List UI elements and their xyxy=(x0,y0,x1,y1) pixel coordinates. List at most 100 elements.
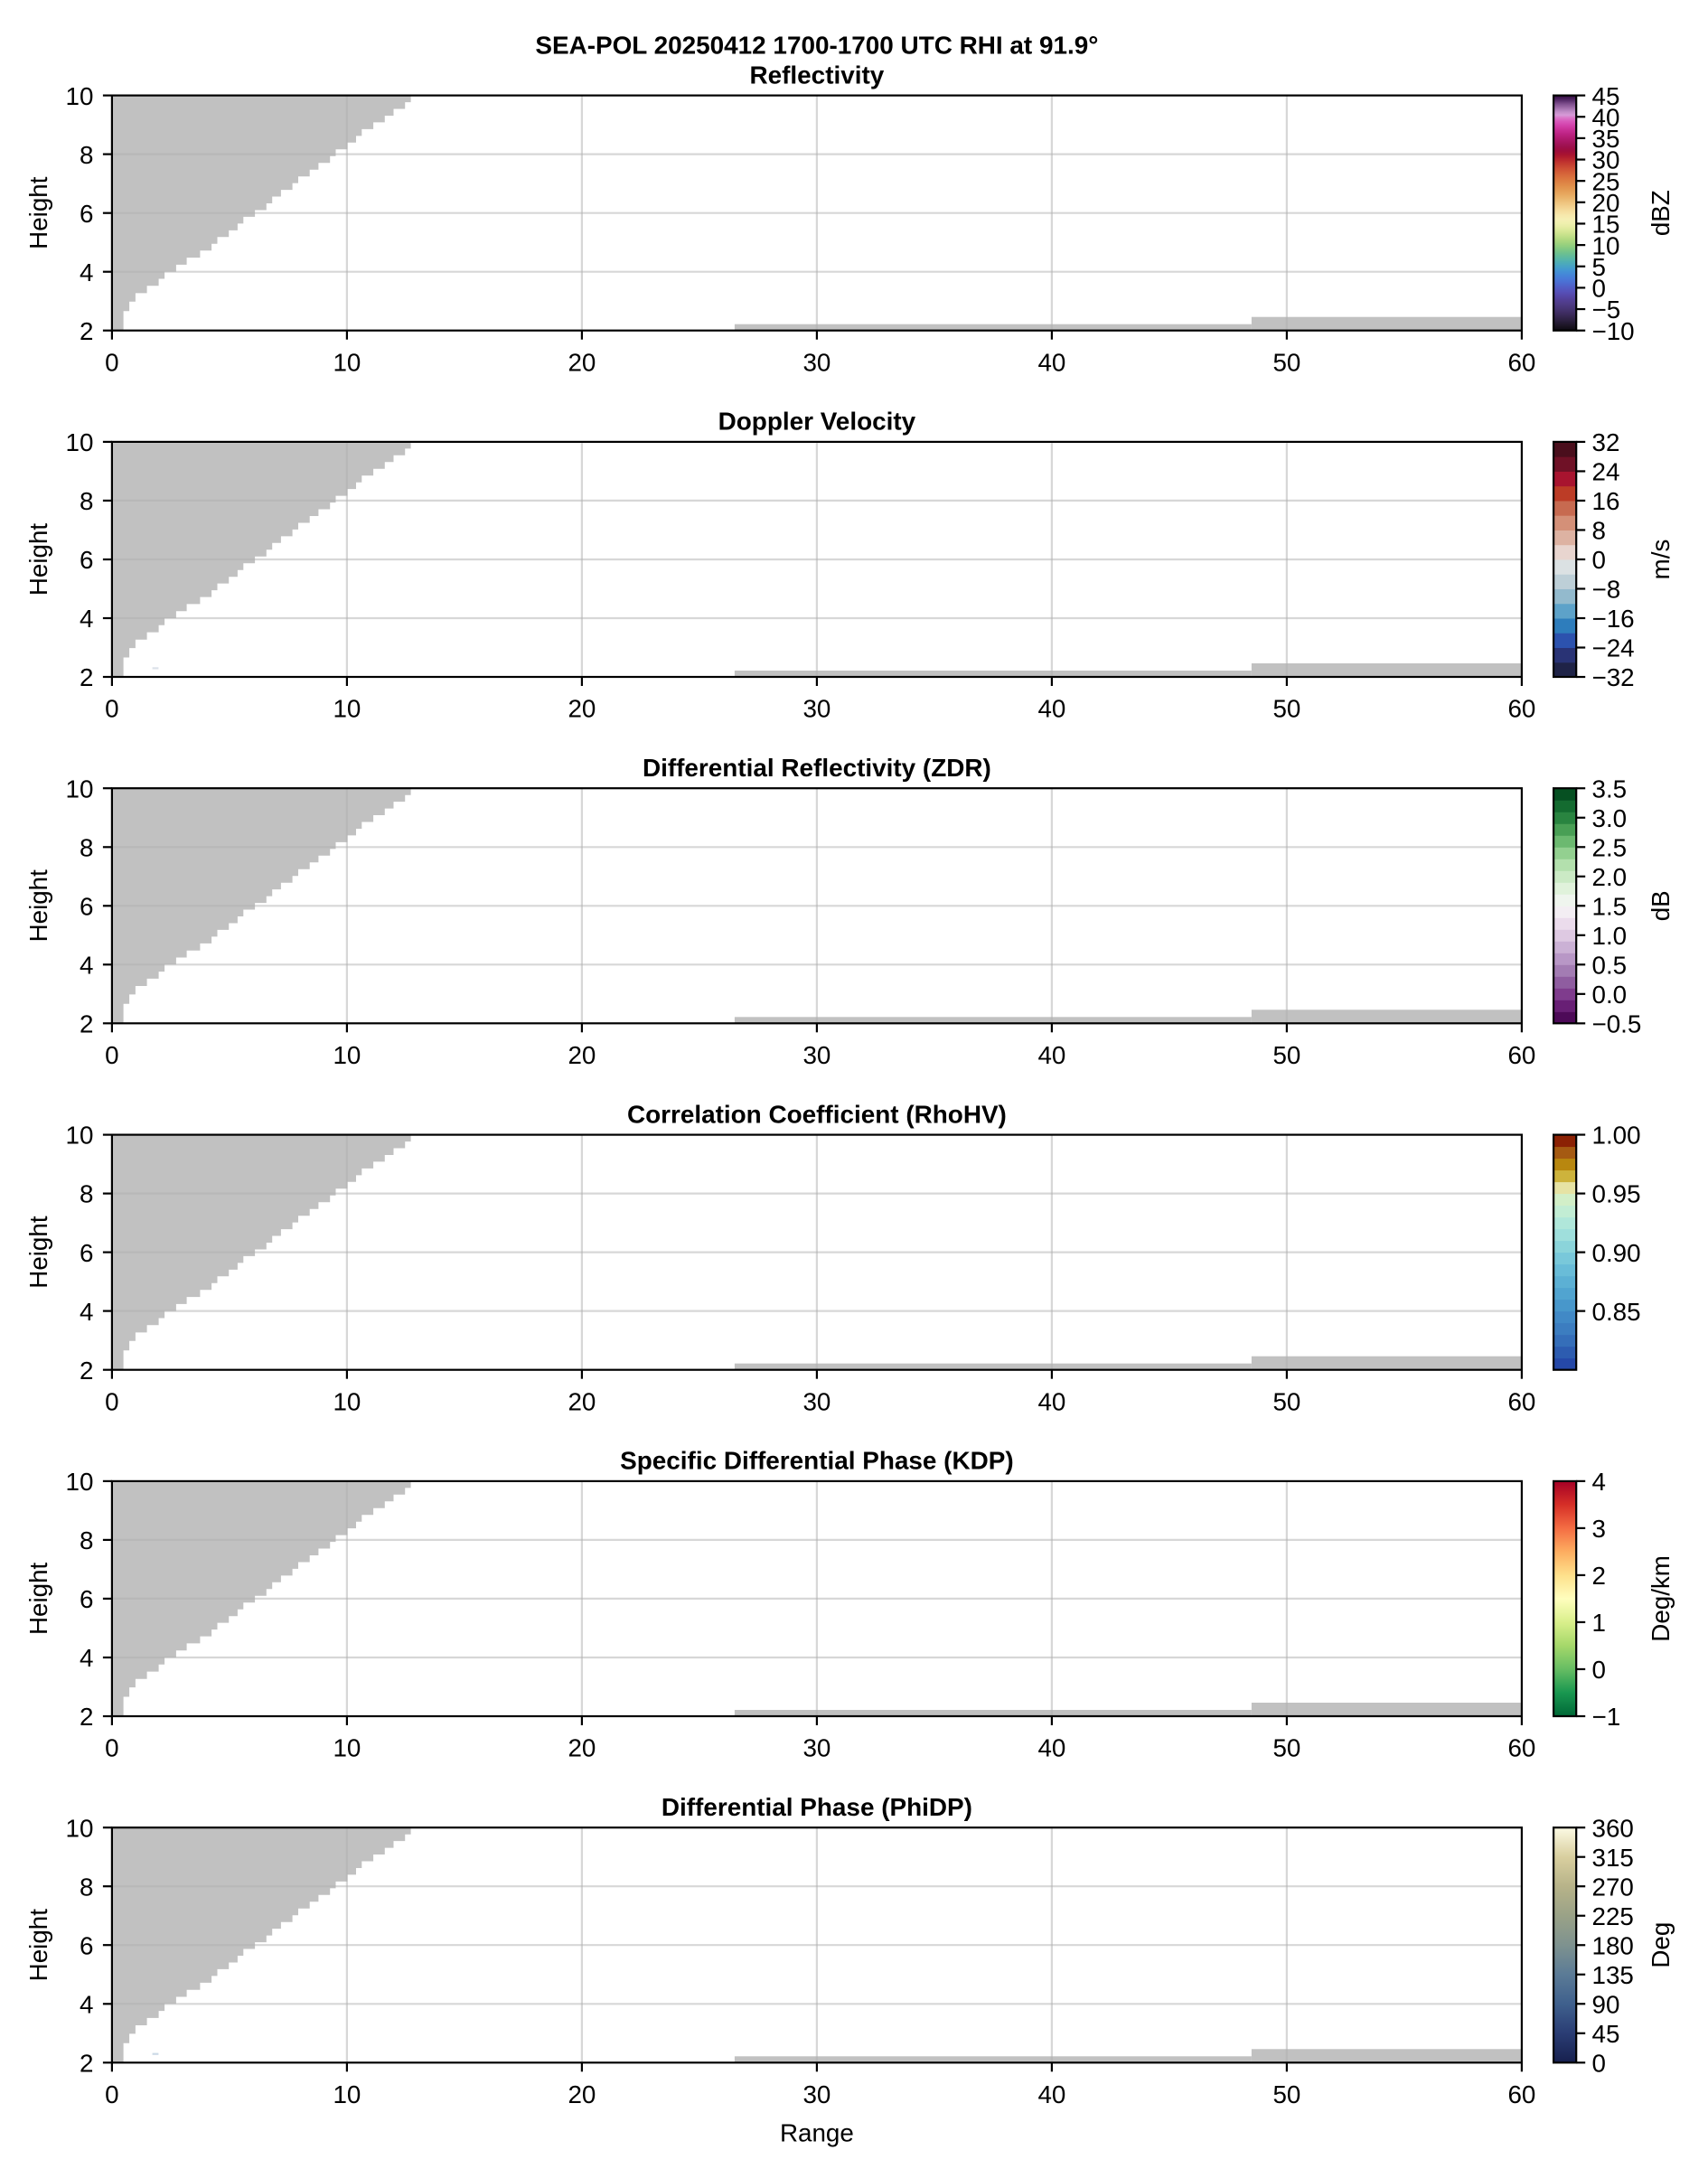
svg-text:30: 30 xyxy=(1592,146,1620,174)
svg-text:30: 30 xyxy=(802,695,831,723)
svg-text:0: 0 xyxy=(105,1387,118,1415)
svg-text:35: 35 xyxy=(1592,125,1620,153)
svg-text:Differential Reflectivity (ZDR: Differential Reflectivity (ZDR) xyxy=(643,754,991,782)
svg-text:1.5: 1.5 xyxy=(1592,892,1628,920)
svg-text:40: 40 xyxy=(1592,103,1620,131)
svg-text:Reflectivity: Reflectivity xyxy=(749,61,884,89)
svg-text:2: 2 xyxy=(80,1010,93,1038)
svg-text:8: 8 xyxy=(80,1526,93,1554)
svg-text:10: 10 xyxy=(333,1041,361,1069)
svg-text:50: 50 xyxy=(1272,1734,1300,1762)
svg-text:40: 40 xyxy=(1037,2080,1065,2108)
svg-text:2: 2 xyxy=(1592,1562,1606,1590)
svg-text:2: 2 xyxy=(80,1357,93,1385)
svg-text:−5: −5 xyxy=(1592,296,1621,324)
svg-text:Correlation Coefficient (RhoHV: Correlation Coefficient (RhoHV) xyxy=(627,1100,1007,1128)
svg-text:0: 0 xyxy=(105,1734,118,1762)
svg-text:60: 60 xyxy=(1507,1387,1535,1415)
svg-text:90: 90 xyxy=(1592,1990,1620,2018)
svg-text:60: 60 xyxy=(1507,2080,1535,2108)
svg-text:30: 30 xyxy=(802,348,831,376)
svg-text:−1: −1 xyxy=(1592,1703,1621,1731)
svg-text:0.0: 0.0 xyxy=(1592,981,1628,1009)
svg-text:20: 20 xyxy=(568,348,596,376)
svg-text:60: 60 xyxy=(1507,348,1535,376)
svg-text:0: 0 xyxy=(1592,546,1606,574)
svg-text:4: 4 xyxy=(80,952,93,980)
svg-text:10: 10 xyxy=(1592,231,1620,259)
svg-text:−16: −16 xyxy=(1592,605,1635,633)
svg-text:SEA-POL 20250412 1700-1700 UTC: SEA-POL 20250412 1700-1700 UTC RHI at 91… xyxy=(535,32,1098,60)
svg-text:0: 0 xyxy=(105,695,118,723)
svg-text:30: 30 xyxy=(802,1734,831,1762)
svg-text:2: 2 xyxy=(80,1703,93,1731)
svg-text:135: 135 xyxy=(1592,1961,1634,1989)
svg-text:180: 180 xyxy=(1592,1931,1634,1959)
svg-text:Height: Height xyxy=(24,176,52,249)
svg-text:0: 0 xyxy=(1592,2049,1606,2077)
svg-text:m/s: m/s xyxy=(1647,540,1675,580)
svg-text:0: 0 xyxy=(1592,1656,1606,1684)
svg-text:50: 50 xyxy=(1272,695,1300,723)
svg-text:6: 6 xyxy=(80,1239,93,1267)
svg-text:25: 25 xyxy=(1592,167,1620,195)
svg-text:5: 5 xyxy=(1592,253,1606,281)
svg-text:8: 8 xyxy=(80,1873,93,1901)
svg-text:6: 6 xyxy=(80,1931,93,1959)
svg-text:1.0: 1.0 xyxy=(1592,922,1628,950)
svg-text:Height: Height xyxy=(24,1216,52,1289)
svg-text:10: 10 xyxy=(66,1814,94,1842)
svg-text:60: 60 xyxy=(1507,1734,1535,1762)
svg-text:20: 20 xyxy=(568,1387,596,1415)
svg-text:8: 8 xyxy=(80,1180,93,1208)
svg-text:Doppler Velocity: Doppler Velocity xyxy=(718,408,916,436)
svg-text:6: 6 xyxy=(80,1585,93,1613)
svg-text:2: 2 xyxy=(80,663,93,691)
svg-text:20: 20 xyxy=(568,1041,596,1069)
svg-text:10: 10 xyxy=(66,1468,94,1496)
svg-text:−24: −24 xyxy=(1592,634,1635,662)
svg-text:10: 10 xyxy=(66,1122,94,1150)
svg-text:3.5: 3.5 xyxy=(1592,775,1628,803)
svg-text:315: 315 xyxy=(1592,1844,1634,1872)
svg-text:Height: Height xyxy=(24,1562,52,1635)
svg-text:24: 24 xyxy=(1592,458,1620,486)
svg-text:10: 10 xyxy=(333,2080,361,2108)
svg-text:8: 8 xyxy=(1592,517,1606,545)
svg-text:0.95: 0.95 xyxy=(1592,1180,1641,1208)
svg-text:Height: Height xyxy=(24,869,52,943)
svg-text:−0.5: −0.5 xyxy=(1592,1009,1642,1038)
svg-text:0.85: 0.85 xyxy=(1592,1298,1641,1326)
svg-text:40: 40 xyxy=(1037,695,1065,723)
svg-text:60: 60 xyxy=(1507,695,1535,723)
svg-text:2: 2 xyxy=(80,317,93,345)
svg-text:10: 10 xyxy=(333,1734,361,1762)
svg-text:−32: −32 xyxy=(1592,663,1635,691)
svg-text:1: 1 xyxy=(1592,1609,1606,1637)
svg-text:360: 360 xyxy=(1592,1814,1634,1842)
svg-text:Height: Height xyxy=(24,523,52,596)
svg-text:45: 45 xyxy=(1592,82,1620,110)
svg-text:20: 20 xyxy=(1592,189,1620,217)
svg-text:dBZ: dBZ xyxy=(1647,190,1675,236)
svg-text:Deg/km: Deg/km xyxy=(1647,1555,1675,1642)
svg-text:8: 8 xyxy=(80,487,93,515)
svg-text:10: 10 xyxy=(333,1387,361,1415)
svg-text:10: 10 xyxy=(333,348,361,376)
svg-text:2.5: 2.5 xyxy=(1592,833,1628,861)
svg-text:Range: Range xyxy=(780,2118,854,2146)
svg-text:270: 270 xyxy=(1592,1873,1634,1901)
svg-text:0.90: 0.90 xyxy=(1592,1239,1641,1267)
svg-text:45: 45 xyxy=(1592,2020,1620,2048)
svg-text:0: 0 xyxy=(105,2080,118,2108)
svg-text:Differential Phase (PhiDP): Differential Phase (PhiDP) xyxy=(662,1793,972,1821)
svg-text:6: 6 xyxy=(80,892,93,920)
svg-text:10: 10 xyxy=(333,695,361,723)
svg-text:3: 3 xyxy=(1592,1515,1606,1543)
svg-text:4: 4 xyxy=(80,605,93,633)
svg-text:8: 8 xyxy=(80,141,93,169)
svg-text:40: 40 xyxy=(1037,1387,1065,1415)
svg-text:10: 10 xyxy=(66,775,94,803)
svg-text:40: 40 xyxy=(1037,348,1065,376)
svg-text:3.0: 3.0 xyxy=(1592,804,1628,832)
